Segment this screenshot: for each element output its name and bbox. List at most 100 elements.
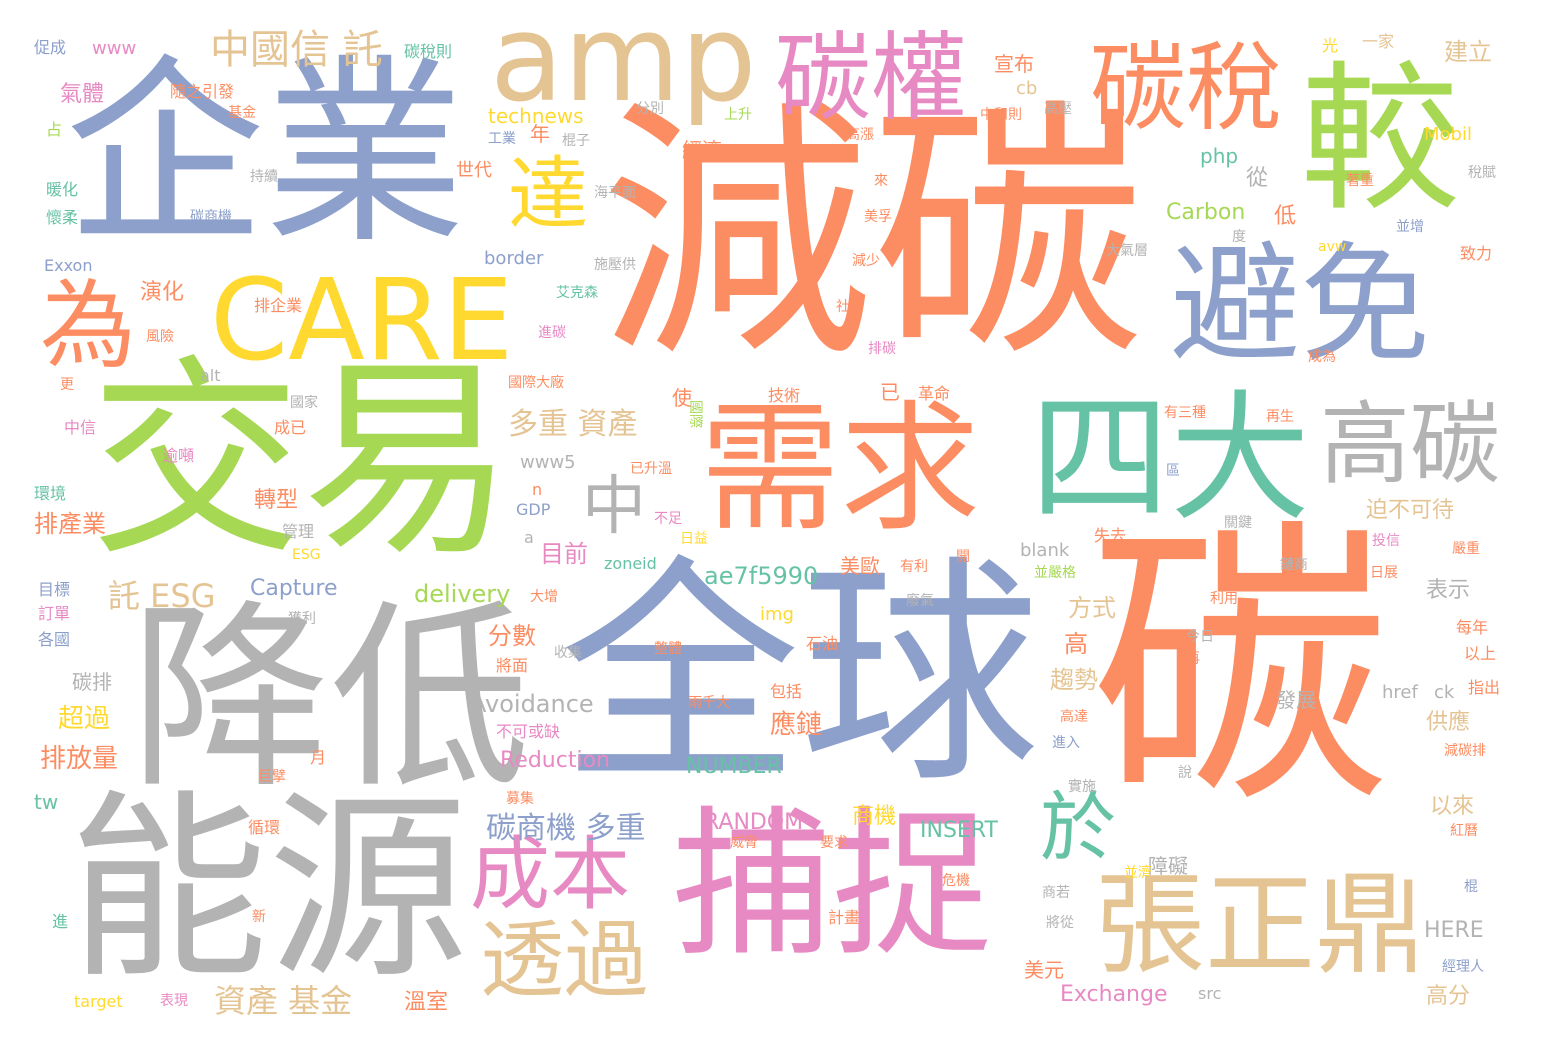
- word-exchange: Exchange: [1060, 982, 1168, 1007]
- word-more: 更: [60, 377, 74, 393]
- word-insert: INSERT: [920, 818, 998, 843]
- word-img: img: [760, 604, 794, 625]
- word-random: RANDOM: [704, 810, 804, 835]
- word-obstacle: 障礙: [1148, 854, 1188, 878]
- word-www: www: [92, 38, 137, 59]
- word-make: 使: [672, 386, 692, 410]
- word-ae7f5990: ae7f5990: [704, 562, 819, 590]
- word-compare: 較: [1300, 46, 1461, 233]
- word-followed-by: 隨之引發: [170, 82, 235, 101]
- word-circulation: 循環: [248, 818, 281, 837]
- word-exceed-ton: 逾噸: [162, 446, 195, 465]
- word-blank: blank: [1020, 540, 1070, 561]
- word-point-out: 指出: [1468, 678, 1501, 697]
- word-exxonmobil: 艾克森: [556, 285, 598, 301]
- word-favorable: 有利: [900, 559, 928, 575]
- word-include: 包括: [770, 682, 803, 701]
- word-facilitate: 促成: [34, 38, 67, 57]
- word-reduction: Reduction: [500, 748, 610, 773]
- word-again: 再: [1186, 651, 1200, 667]
- word-from-now: 將從: [1046, 915, 1074, 931]
- word-alt: alt: [200, 366, 221, 385]
- word-global: 全球: [560, 535, 1041, 815]
- word-new: 新: [252, 909, 266, 925]
- word-profit: 獲利: [288, 611, 316, 627]
- word-high-pressure: 高壓: [1044, 101, 1072, 117]
- word-above: 以上: [1464, 644, 1497, 663]
- word-and-increase: 並增: [1396, 219, 1424, 235]
- word-sea-level: 海平面: [594, 185, 636, 201]
- word-reduce: 減少: [852, 253, 880, 269]
- word-reach-high: 高達: [1060, 709, 1088, 725]
- word-respectively: 分別: [636, 101, 664, 117]
- word-transition: 轉型: [254, 488, 299, 513]
- word-and-balance: 並濟: [1124, 865, 1152, 881]
- word-demand: 需求: [700, 388, 981, 551]
- word-avoid: 避免: [1170, 229, 1431, 381]
- word-middle: 中: [582, 470, 646, 544]
- word-emission-industry: 排產業: [34, 510, 106, 538]
- word-rise: 上升: [724, 107, 752, 123]
- word-gas: 氣體: [60, 82, 105, 107]
- word-high: 高: [1064, 630, 1088, 658]
- word-year: 年: [530, 122, 550, 146]
- word-eager: 迫不可待: [1366, 498, 1455, 523]
- word-php: php: [1200, 144, 1239, 168]
- word-carbon-emission: 碳排: [72, 670, 112, 694]
- word-method: 方式: [1068, 594, 1116, 622]
- word-facing: 將面: [496, 656, 529, 675]
- word-serious: 嚴重: [1452, 541, 1480, 557]
- word-lose: 失去: [1094, 526, 1127, 545]
- word-delivery: delivery: [414, 580, 511, 608]
- word-tw: tw: [34, 790, 59, 814]
- word-ck: ck: [1434, 682, 1455, 703]
- word-and-strict: 並嚴格: [1034, 565, 1076, 581]
- word-soft: 懷柔: [46, 208, 79, 227]
- word-stick-short: 棍: [1464, 879, 1478, 895]
- word-trend: 趨勢: [1050, 666, 1098, 694]
- word-implement: 實施: [1068, 779, 1096, 795]
- word-environment: 環境: [34, 484, 67, 503]
- word-carbon-emit: 排碳: [868, 341, 896, 357]
- word-carbon-biz-opp: 碳商機: [190, 209, 232, 225]
- word-month: 月: [310, 748, 327, 767]
- word-trust-invest: 投信: [1372, 533, 1400, 549]
- word-mobil: Mobil: [1424, 124, 1472, 145]
- word-performance: 表現: [160, 993, 188, 1009]
- word-today: 今日: [1186, 629, 1214, 645]
- word-degree: 度: [1232, 229, 1246, 245]
- word-goal: 目標: [38, 580, 71, 599]
- word-gdp: GDP: [516, 500, 551, 519]
- word-management: 管理: [282, 522, 315, 541]
- word-neutral: 中和則: [980, 107, 1022, 123]
- word-target: target: [74, 992, 123, 1011]
- word-high-carbon: 高碳: [1320, 392, 1500, 497]
- word-exhaust: 廢氣: [906, 593, 934, 609]
- word-manager: 經理人: [1442, 959, 1484, 975]
- word-from: 從: [1246, 166, 1269, 191]
- word-risk: 風險: [146, 329, 174, 345]
- word-atmosphere: 大氣層: [1106, 243, 1148, 259]
- word-light: 光: [1322, 36, 1339, 55]
- word-heating-up: 已升溫: [630, 461, 672, 477]
- word-energy: 能源: [68, 773, 469, 1006]
- word-carbon-rights: 碳權: [775, 22, 967, 134]
- word-insufficient: 不足: [654, 511, 682, 527]
- word-industry: 工業: [488, 131, 516, 147]
- word-international: 國際: [687, 400, 703, 428]
- word-utilize: 利用: [1210, 591, 1238, 607]
- word-become: 成為: [1308, 349, 1336, 365]
- word-say: 說: [1178, 765, 1192, 781]
- word-multi-asset: 多重 資產: [508, 407, 638, 442]
- word-avoidance: Avoidance: [470, 690, 594, 718]
- word-enterprise: 企業: [65, 38, 466, 271]
- word-a: a: [524, 528, 534, 547]
- word-asset-fund: 資產 基金: [214, 982, 353, 1020]
- word-dedicated: 致力: [1460, 244, 1493, 263]
- word-key: 關鍵: [1224, 515, 1252, 531]
- word-n: n: [532, 480, 543, 499]
- word-economy: 經濟: [682, 138, 722, 162]
- word-high-score: 高分: [1426, 984, 1471, 1009]
- word-currently: 目前: [540, 540, 588, 568]
